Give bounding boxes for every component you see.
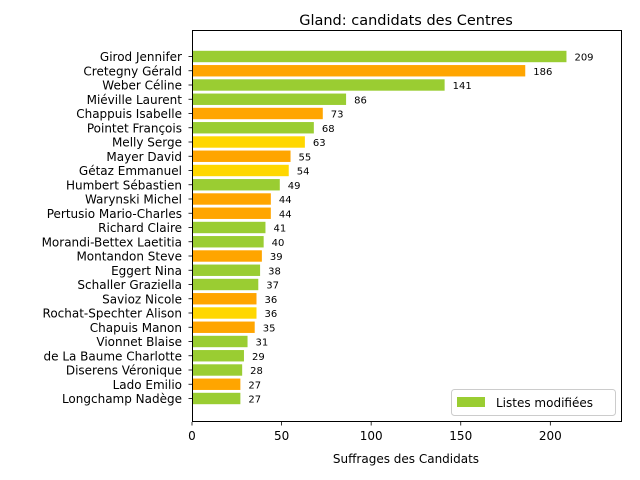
data-label: 39 (270, 252, 283, 263)
y-tick-label: Richard Claire (98, 221, 182, 235)
y-tick-label: Cretegny Gérald (83, 64, 182, 78)
y-tick-label: Gétaz Emmanuel (79, 164, 182, 178)
y-tick-label: Diserens Véronique (66, 364, 182, 378)
data-label: 31 (256, 338, 269, 349)
data-label: 38 (268, 266, 281, 277)
bar (192, 79, 445, 91)
data-label: 35 (263, 323, 276, 334)
bar (192, 293, 257, 305)
data-label: 141 (453, 81, 472, 92)
bar (192, 278, 259, 291)
y-tick-label: Pertusio Mario-Charles (47, 207, 182, 221)
y-tick-label: Longchamp Nadège (62, 392, 182, 406)
data-label: 37 (266, 281, 279, 292)
data-label: 54 (297, 167, 310, 178)
bar (192, 50, 567, 63)
bar (192, 136, 305, 148)
data-label: 209 (574, 53, 593, 64)
x-tick-label: 0 (188, 429, 196, 443)
data-label: 86 (354, 95, 367, 106)
x-axis-ticks: 0 50 100 150 200 (188, 422, 562, 443)
bar (192, 93, 347, 105)
legend-entry: Listes modifiées (496, 396, 593, 410)
x-tick-label: 100 (360, 429, 383, 443)
legend-swatch (457, 397, 485, 407)
legend: Listes modifiées (451, 389, 616, 416)
bar (192, 321, 255, 333)
y-tick-label: Morandi-Bettex Laetitia (42, 235, 182, 249)
data-label: 29 (252, 352, 265, 363)
data-label: 44 (279, 209, 292, 220)
bar (192, 307, 257, 319)
x-tick-label: 200 (539, 429, 562, 443)
bar (192, 193, 271, 205)
y-tick-label: Weber Céline (102, 79, 182, 93)
data-label: 44 (279, 195, 292, 206)
data-label: 40 (272, 238, 285, 249)
bar (192, 65, 526, 77)
y-tick-label: Warynski Michel (85, 193, 182, 207)
y-tick-label: Savioz Nicole (102, 292, 182, 306)
y-tick-label: Girod Jennifer (100, 50, 182, 64)
y-tick-label: Mayer David (106, 150, 182, 164)
bar (192, 150, 291, 162)
data-label: 28 (250, 366, 263, 377)
y-tick-label: Miéville Laurent (87, 93, 183, 107)
legend-box (451, 389, 616, 416)
y-tick-label: Chapuis Manon (90, 321, 182, 335)
bar (192, 350, 244, 362)
plot-frame (192, 30, 622, 422)
y-tick-label: Vionnet Blaise (96, 335, 182, 349)
data-label: 68 (322, 124, 335, 135)
y-tick-label: Humbert Sébastien (66, 178, 182, 192)
data-label: 36 (265, 295, 278, 306)
y-tick-label: Melly Serge (112, 136, 182, 150)
bar (192, 250, 262, 262)
y-tick-label: de La Baume Charlotte (44, 349, 183, 363)
data-label: 27 (248, 380, 261, 391)
bar (192, 207, 271, 219)
bar (192, 221, 266, 234)
bar (192, 122, 314, 134)
data-label: 49 (288, 181, 301, 192)
data-label: 186 (533, 67, 552, 78)
bar (192, 236, 264, 248)
data-label: 55 (299, 152, 312, 163)
bar (192, 335, 248, 348)
x-tick-label: 50 (274, 429, 289, 443)
y-tick-label: Chappuis Isabelle (76, 107, 182, 121)
x-tick-label: 150 (449, 429, 472, 443)
y-tick-label: Rochat-Spechter Alison (43, 307, 182, 321)
data-label: 41 (273, 224, 286, 235)
y-tick-label: Montandon Steve (76, 250, 182, 264)
data-label: 36 (265, 309, 278, 320)
y-tick-label: Pointet François (87, 121, 182, 135)
bar (192, 179, 280, 191)
bar (192, 107, 323, 120)
bar (192, 378, 241, 390)
data-label: 63 (313, 138, 326, 149)
bars-group (192, 50, 567, 405)
y-tick-label: Eggert Nina (111, 264, 182, 278)
bar (192, 164, 289, 177)
data-label: 73 (331, 110, 344, 121)
y-tick-label: Lado Emilio (113, 378, 182, 392)
y-tick-label: Schaller Graziella (77, 278, 182, 292)
data-label: 27 (248, 395, 261, 406)
chart-title: Gland: candidats des Centres (299, 13, 513, 29)
x-axis-label: Suffrages des Candidats (333, 452, 479, 466)
bar (192, 364, 243, 376)
bar (192, 264, 261, 276)
bar (192, 392, 241, 405)
